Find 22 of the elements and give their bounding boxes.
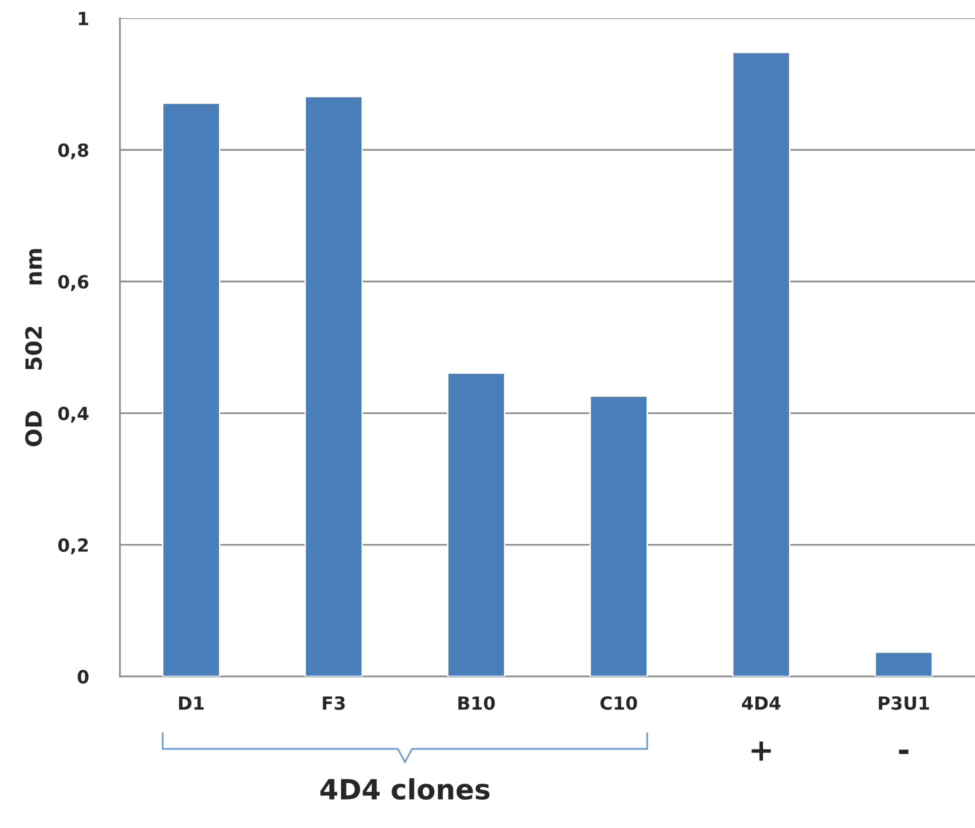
y-tick-label: 1 xyxy=(78,12,88,26)
x-tick-label: 4D4 xyxy=(742,696,780,710)
bar xyxy=(304,96,363,676)
y-tick-label: 0,6 xyxy=(58,274,88,291)
text: - xyxy=(899,750,908,754)
x-tick-label: P3U1 xyxy=(878,696,930,710)
bar xyxy=(732,52,790,676)
bar xyxy=(590,395,648,676)
y-tick-label: 0,8 xyxy=(58,143,88,160)
bar xyxy=(162,102,220,676)
text: 4D4 clones xyxy=(320,778,490,800)
y-tick-label: 0 xyxy=(78,670,89,684)
bar xyxy=(874,651,933,676)
bar xyxy=(447,372,506,676)
x-tick-label: F3 xyxy=(322,696,345,710)
x-tick-label: B10 xyxy=(458,696,495,710)
y-tick-label: 0,2 xyxy=(58,538,88,554)
x-tick-label: D1 xyxy=(179,696,204,710)
text: + xyxy=(752,741,771,761)
y-tick-label: 0,4 xyxy=(58,406,89,423)
x-tick-label: C10 xyxy=(600,696,638,710)
y-axis-title: OD 502 nm xyxy=(25,249,42,446)
